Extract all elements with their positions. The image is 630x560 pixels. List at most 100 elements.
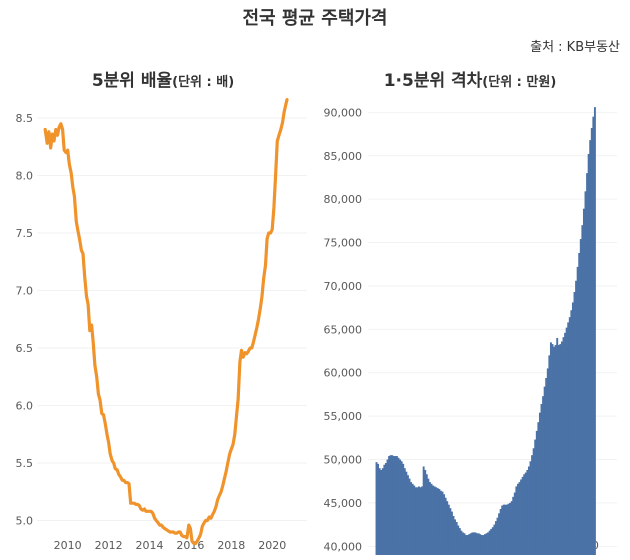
gap-bar [524, 472, 527, 555]
left-y-axis: 5.0 5.5 6.0 6.5 7.0 7.5 8.0 8.5 [16, 112, 307, 528]
gap-bar [450, 511, 453, 555]
right-y-tick-label: 65,000 [324, 323, 363, 336]
gap-bar [430, 483, 433, 555]
gap-bar [518, 482, 521, 555]
left-chart-heading: 5분위 배율(단위 : 배) [92, 71, 234, 91]
gap-bar [400, 461, 403, 555]
gap-bar [468, 534, 471, 555]
left-chart-unit: (단위 : 배) [172, 74, 234, 90]
gap-bar [439, 490, 442, 555]
left-y-tick-label: 8.5 [16, 112, 34, 125]
right-y-tick-label: 45,000 [324, 497, 363, 510]
gap-bar [472, 532, 475, 555]
left-y-tick-label: 6.5 [16, 342, 34, 355]
gap-bar [383, 464, 386, 555]
gap-bar [515, 486, 518, 555]
left-y-tick-label: 6.0 [16, 400, 34, 413]
gap-bar [556, 338, 559, 555]
left-x-tick-label: 2012 [95, 539, 123, 552]
gap-bar [578, 252, 581, 555]
left-x-tick-label: 2010 [54, 539, 82, 552]
gap-bar [381, 468, 384, 555]
gap-bar [487, 532, 490, 555]
left-chart-title: 5분위 배율 [92, 71, 173, 91]
gap-bar [493, 524, 496, 555]
gap-bar [567, 322, 570, 555]
gap-bar [406, 475, 409, 555]
gap-bar [460, 530, 463, 555]
gap-bar [469, 533, 472, 555]
gap-bar [432, 485, 435, 555]
gap-bar [586, 173, 589, 556]
gap-bar [545, 377, 548, 555]
gap-bar [535, 430, 538, 555]
gap-bar [452, 515, 455, 555]
gap-bar [425, 474, 428, 555]
gap-bar [590, 127, 593, 555]
left-x-tick-label: 2018 [217, 539, 245, 552]
gap-bar [584, 191, 587, 555]
gap-bar [411, 483, 414, 555]
gap-bar [405, 471, 408, 555]
gap-bar [496, 517, 499, 555]
gap-bar [480, 535, 483, 555]
gap-bar [501, 505, 504, 555]
left-x-tick-label: 2014 [136, 539, 164, 552]
gap-bar [527, 466, 530, 555]
left-x-axis: 2010 2012 2014 2016 2018 2020 [54, 539, 287, 552]
gap-bar [521, 476, 524, 555]
gap-bar [498, 513, 501, 555]
gap-bar [575, 280, 578, 555]
gap-bar [436, 488, 439, 555]
gap-bar [488, 530, 491, 555]
gap-bar [421, 486, 424, 555]
gap-bar [388, 456, 391, 555]
gap-bar [395, 456, 398, 555]
right-y-tick-label: 85,000 [324, 150, 363, 163]
gap-bar [592, 116, 595, 555]
right-chart: 1·5분위 격차(단위 : 만원) 40,000 45,000 50,000 55,0… [324, 71, 617, 556]
left-x-tick-label: 2020 [258, 539, 286, 552]
right-y-tick-label: 60,000 [324, 367, 363, 380]
gap-bar [494, 521, 497, 555]
gap-bar [391, 455, 394, 555]
gap-bar [446, 501, 449, 555]
gap-bar [587, 154, 590, 555]
gap-bar [377, 463, 380, 555]
gap-bar [443, 494, 446, 555]
gap-bars [375, 107, 596, 556]
right-y-tick-label: 40,000 [324, 540, 363, 553]
gap-bar [491, 527, 494, 555]
gap-bar [435, 487, 438, 555]
gap-bar [512, 496, 515, 555]
gap-bar [447, 504, 450, 555]
right-y-tick-label: 90,000 [324, 106, 363, 119]
gap-bar [402, 463, 405, 555]
gap-bar [516, 483, 519, 555]
gap-bar [581, 225, 584, 555]
gap-bar [403, 468, 406, 555]
left-y-tick-label: 5.5 [16, 457, 34, 470]
gap-bar [554, 344, 557, 555]
gap-bar [444, 497, 447, 555]
gap-bar [458, 528, 461, 555]
gap-bar [417, 486, 420, 555]
left-y-tick-label: 8.0 [16, 170, 34, 183]
gap-bar [457, 525, 460, 555]
gap-bar [392, 456, 395, 555]
gap-bar [466, 535, 469, 555]
gap-bar [570, 310, 573, 555]
gap-bar [413, 485, 416, 555]
gap-bar [507, 503, 510, 555]
gap-bar [529, 461, 532, 555]
gap-bar [571, 302, 574, 555]
source-note: 출처 : KB부동산 [530, 40, 620, 55]
gap-bar [542, 396, 545, 555]
gap-bar [389, 455, 392, 555]
gap-bar [546, 368, 549, 555]
gap-bar [502, 504, 505, 555]
gap-bar [424, 469, 427, 555]
gap-bar [441, 491, 444, 555]
gap-bar [455, 522, 458, 555]
gap-bar [576, 266, 579, 555]
